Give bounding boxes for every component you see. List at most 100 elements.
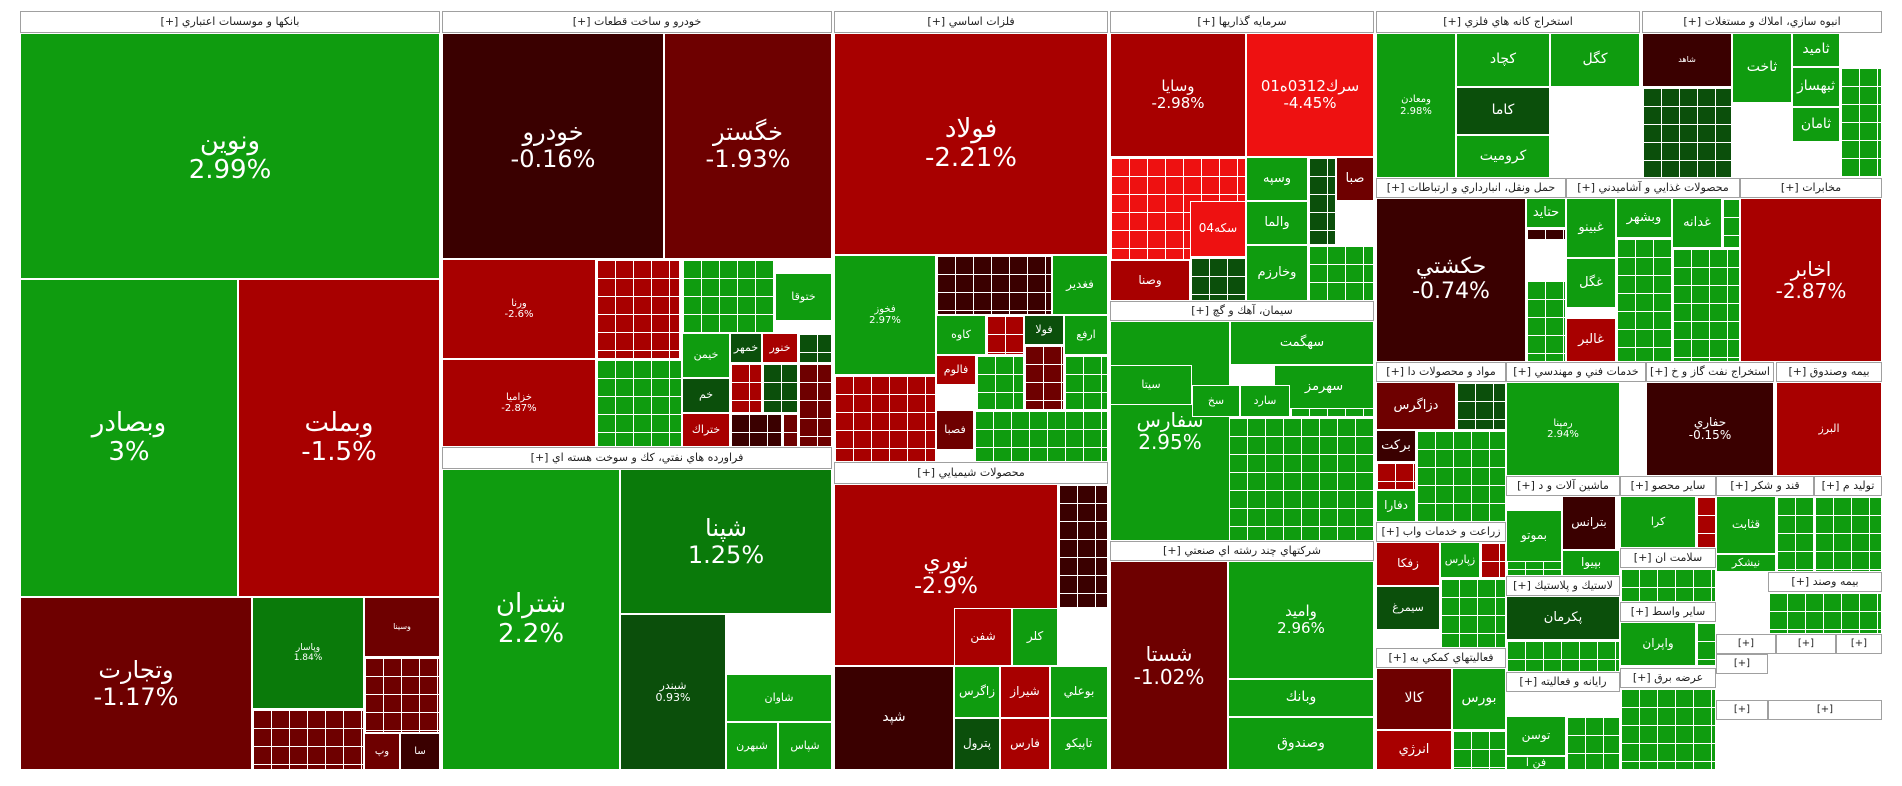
treemap-cell[interactable]: [1480, 542, 1506, 578]
stock-tile[interactable]: ثامید: [1792, 33, 1840, 67]
sector-header[interactable]: فعاليتهاي كمكي به [+]: [1376, 648, 1506, 668]
treemap-cell[interactable]: [1814, 496, 1882, 572]
treemap-cell[interactable]: [834, 375, 936, 462]
treemap-cell[interactable]: [1620, 688, 1716, 770]
stock-tile[interactable]: خگستر -1.93%: [664, 33, 832, 259]
stock-tile[interactable]: فخوز 2.97%: [834, 255, 936, 375]
stock-tile[interactable]: خزامیا -2.87%: [442, 359, 596, 447]
stock-tile[interactable]: بموتو: [1506, 510, 1562, 562]
stock-tile[interactable]: ارفع: [1064, 315, 1108, 355]
stock-tile[interactable]: حفاري -0.15%: [1646, 382, 1774, 476]
treemap-cell[interactable]: [1440, 578, 1506, 648]
stock-tile[interactable]: البرز: [1776, 382, 1882, 476]
stock-tile[interactable]: وسايا -2.98%: [1110, 33, 1246, 157]
stock-tile[interactable]: قثابت: [1716, 496, 1776, 554]
stock-tile[interactable]: بورس: [1452, 668, 1506, 730]
sector-header-stub[interactable]: [+]: [1716, 654, 1768, 674]
sector-header[interactable]: ماشين آلات و د [+]: [1506, 476, 1620, 496]
treemap-cell[interactable]: [730, 413, 782, 447]
treemap-cell[interactable]: [682, 259, 775, 333]
stock-tile[interactable]: زپارس: [1440, 542, 1480, 578]
treemap-cell[interactable]: [1696, 622, 1716, 666]
treemap-cell[interactable]: [1722, 198, 1740, 248]
stock-tile[interactable]: سيمرغ: [1376, 586, 1440, 630]
stock-tile[interactable]: ثاخت: [1732, 33, 1792, 103]
sector-header[interactable]: بيمه وصند [+]: [1768, 572, 1882, 592]
stock-tile[interactable]: سكه04: [1190, 201, 1246, 257]
sector-header[interactable]: حمل ونقل، انبارداري و ارتباطات [+]: [1376, 178, 1566, 198]
stock-tile[interactable]: سهرمز: [1274, 365, 1374, 409]
treemap-cell[interactable]: [1308, 245, 1374, 301]
stock-tile[interactable]: واپران: [1620, 622, 1696, 666]
stock-tile[interactable]: وپ: [364, 733, 400, 770]
stock-tile[interactable]: فالوم: [936, 355, 976, 385]
sector-header[interactable]: توليد م [+]: [1814, 476, 1882, 496]
stock-tile[interactable]: ختوقا: [775, 273, 832, 321]
stock-tile[interactable]: وصنا: [1110, 260, 1190, 301]
stock-tile[interactable]: شستا -1.02%: [1110, 561, 1228, 770]
stock-tile[interactable]: سارد: [1240, 385, 1290, 417]
stock-tile[interactable]: وپاسار 1.84%: [252, 597, 364, 709]
treemap-cell[interactable]: [596, 259, 680, 359]
stock-tile[interactable]: فولاد -2.21%: [834, 33, 1108, 255]
treemap-cell[interactable]: [762, 363, 798, 413]
stock-tile[interactable]: ونوين 2.99%: [20, 33, 440, 279]
sector-header-stub[interactable]: [+]: [1716, 634, 1776, 654]
treemap-cell[interactable]: [782, 413, 798, 447]
treemap-cell[interactable]: [1620, 568, 1716, 602]
stock-tile[interactable]: خودرو -0.16%: [442, 33, 664, 259]
stock-tile[interactable]: رمپنا 2.94%: [1506, 382, 1620, 476]
treemap-cell[interactable]: [252, 709, 364, 770]
stock-tile[interactable]: كلر: [1012, 608, 1058, 666]
stock-tile[interactable]: غدانه: [1672, 198, 1722, 248]
stock-tile[interactable]: سفارس 2.95%: [1110, 321, 1230, 541]
treemap-cell[interactable]: [364, 657, 440, 733]
sector-header[interactable]: محصولات شيميايي [+]: [834, 462, 1108, 484]
stock-tile[interactable]: زفكا: [1376, 542, 1440, 586]
stock-tile[interactable]: پكرمان: [1506, 596, 1620, 640]
stock-tile[interactable]: وخارزم: [1246, 245, 1308, 301]
treemap-cell[interactable]: [1416, 430, 1506, 522]
stock-tile[interactable]: وبملت -1.5%: [238, 279, 440, 597]
stock-tile[interactable]: شپد: [834, 666, 954, 770]
stock-tile[interactable]: وصندوق: [1228, 717, 1374, 770]
stock-tile[interactable]: ومعادن 2.98%: [1376, 33, 1456, 178]
stock-tile[interactable]: خمهر: [730, 333, 762, 363]
sector-header[interactable]: ساير واسط [+]: [1620, 602, 1716, 622]
stock-tile[interactable]: كالا: [1376, 668, 1452, 730]
sector-header[interactable]: شركتهاي چند رشته اي صنعتي [+]: [1110, 541, 1374, 561]
treemap-cell[interactable]: [1776, 496, 1814, 572]
treemap-cell[interactable]: [1696, 496, 1716, 548]
treemap-cell[interactable]: [1058, 484, 1108, 608]
stock-tile[interactable]: پترول: [954, 718, 1000, 770]
sector-header[interactable]: سلامت ان [+]: [1620, 548, 1716, 568]
treemap-cell[interactable]: [730, 363, 762, 413]
stock-tile[interactable]: صبا: [1336, 157, 1374, 201]
sector-header[interactable]: سيمان، آهك و گچ [+]: [1110, 301, 1374, 321]
sector-header[interactable]: قند و شكر [+]: [1716, 476, 1814, 496]
stock-tile[interactable]: بپیوا: [1562, 550, 1620, 576]
stock-tile[interactable]: بترانس: [1562, 496, 1616, 550]
stock-tile[interactable]: شيراز: [1000, 666, 1050, 718]
sector-header[interactable]: زراعت و خدمات واب [+]: [1376, 522, 1506, 542]
treemap-cell[interactable]: [1506, 640, 1620, 672]
sector-header[interactable]: فراورده هاي نفتي، كك و سوخت هسته اي [+]: [442, 447, 832, 469]
sector-header[interactable]: بيمه وصندوق [+]: [1776, 362, 1882, 382]
stock-tile[interactable]: شبندر 0.93%: [620, 614, 726, 770]
treemap-cell[interactable]: [1768, 592, 1882, 634]
sector-header[interactable]: خدمات فني و مهندسي [+]: [1506, 362, 1646, 382]
treemap-cell[interactable]: [1840, 67, 1882, 178]
stock-tile[interactable]: دزاگرس: [1376, 382, 1456, 430]
stock-tile[interactable]: شبهرن: [726, 722, 778, 770]
treemap-cell[interactable]: [986, 315, 1024, 355]
stock-tile[interactable]: وتجارت -1.17%: [20, 597, 252, 770]
stock-tile[interactable]: وبشهر: [1616, 198, 1672, 238]
stock-tile[interactable]: كاما: [1456, 87, 1550, 135]
treemap-cell[interactable]: [1376, 462, 1416, 490]
sector-header[interactable]: رايانه و فعاليته [+]: [1506, 672, 1620, 692]
stock-tile[interactable]: شاوان: [726, 674, 832, 722]
stock-tile[interactable]: فغدير: [1052, 255, 1108, 315]
stock-tile[interactable]: كرا: [1620, 496, 1696, 548]
stock-tile[interactable]: زاگرس: [954, 666, 1000, 718]
stock-tile[interactable]: كاوه: [936, 315, 986, 355]
